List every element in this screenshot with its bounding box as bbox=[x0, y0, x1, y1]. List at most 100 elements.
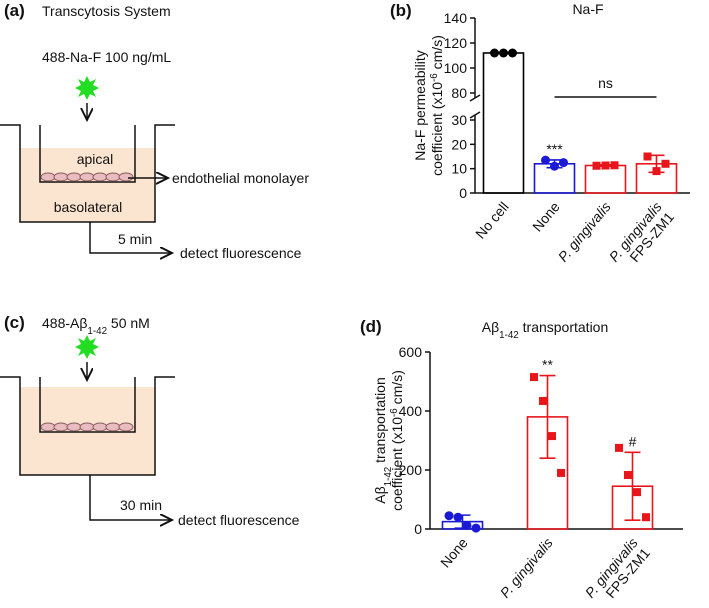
y-tick-label: 400 bbox=[399, 403, 423, 419]
data-point bbox=[462, 520, 472, 530]
data-point bbox=[642, 513, 650, 522]
data-point bbox=[601, 161, 610, 170]
data-point bbox=[541, 155, 550, 165]
y-tick-label: 0 bbox=[459, 185, 467, 201]
text-part: Na-F bbox=[572, 1, 603, 17]
y-tick-label: 200 bbox=[399, 462, 423, 478]
data-point bbox=[490, 48, 499, 58]
monolayer-label: endothelial monolayer bbox=[172, 170, 309, 186]
axis-break bbox=[469, 111, 481, 119]
text-part: 1-42 bbox=[499, 330, 519, 341]
arrow bbox=[89, 222, 172, 253]
y-tick-label: 0 bbox=[414, 521, 422, 537]
y-tick-label: 30 bbox=[451, 112, 467, 128]
x-tick-label: None bbox=[529, 198, 563, 234]
text-part: Aβ bbox=[372, 486, 388, 503]
time-label: 30 min bbox=[120, 497, 162, 513]
significance: *** bbox=[546, 141, 563, 157]
detect-label: detect fluorescence bbox=[180, 245, 302, 261]
x-tick-label: None bbox=[437, 534, 471, 570]
x-tick-label: P. gingivalisFPS-ZM1 bbox=[582, 534, 654, 608]
fluorophore bbox=[75, 76, 99, 100]
y-tick-label: 600 bbox=[399, 344, 423, 360]
y-tick-label: 120 bbox=[444, 35, 468, 51]
text-part: coefficient (x10 bbox=[429, 82, 445, 176]
text-part: 50 nM bbox=[107, 315, 150, 331]
x-tick-label: No cell bbox=[472, 199, 512, 242]
bar bbox=[482, 52, 525, 194]
time-label: 5 min bbox=[118, 231, 152, 247]
category-line: None bbox=[437, 534, 471, 570]
error-bar bbox=[539, 374, 556, 459]
y-axis-label: Na-F permeability bbox=[412, 50, 428, 160]
data-point bbox=[550, 161, 559, 171]
well bbox=[0, 376, 175, 476]
text-part: 488-Na-F 100 ng/mL bbox=[42, 49, 171, 65]
diagram-a: (a) Transcytosis System 488-Na-F 100 ng/… bbox=[0, 1, 309, 261]
text-part: Aβ bbox=[482, 319, 499, 335]
diagram-title: Transcytosis System bbox=[42, 3, 171, 19]
data-point bbox=[633, 488, 641, 497]
data-point bbox=[530, 373, 538, 382]
data-point bbox=[661, 159, 670, 168]
text-part: -6 bbox=[389, 408, 400, 417]
data-point bbox=[610, 161, 619, 170]
data-point bbox=[557, 468, 565, 477]
y-tick-label: 80 bbox=[451, 85, 467, 101]
data-point bbox=[624, 471, 632, 480]
arrow bbox=[89, 475, 172, 520]
data-point bbox=[592, 161, 601, 170]
panel-label: (d) bbox=[360, 317, 382, 336]
reagent: 488-Aβ1-42 50 nM bbox=[42, 315, 150, 337]
reagent: 488-Na-F 100 ng/mL bbox=[42, 49, 171, 65]
medium bbox=[20, 148, 155, 222]
apical-label: apical bbox=[77, 151, 114, 167]
basolateral-label: basolateral bbox=[54, 199, 123, 215]
data-point bbox=[499, 48, 508, 58]
x-tick-label: P. gingivalisFPS-ZM1 bbox=[606, 198, 678, 275]
panel-label: (a) bbox=[4, 1, 25, 20]
text-part: -6 bbox=[429, 73, 440, 82]
significance: ** bbox=[542, 357, 553, 373]
diagram-c: (c) 488-Aβ1-42 50 nM 30 min detect fluor… bbox=[0, 313, 300, 528]
data-point bbox=[444, 511, 454, 521]
y-tick-label: 20 bbox=[451, 136, 467, 152]
y-tick-label: 140 bbox=[444, 10, 468, 26]
error-bar bbox=[624, 451, 641, 521]
data-point bbox=[615, 443, 623, 452]
axis-break bbox=[469, 94, 481, 102]
chart-title: Aβ1-42 transportation bbox=[482, 319, 609, 341]
data-point bbox=[539, 396, 547, 405]
y-tick-label: 10 bbox=[451, 161, 467, 177]
y-axis-label: coefficient (x10-6 cm/s) bbox=[389, 370, 406, 511]
text-part: transportation bbox=[519, 319, 609, 335]
cells bbox=[40, 422, 134, 432]
text-part: cm/s) bbox=[389, 370, 405, 408]
chart-title: Na-F bbox=[572, 1, 603, 17]
cells bbox=[40, 172, 134, 182]
text-part: transportation bbox=[372, 377, 388, 467]
panel-label: (b) bbox=[390, 1, 412, 20]
panel-label: (c) bbox=[4, 313, 25, 332]
well bbox=[0, 124, 175, 223]
y-axis-label: coefficient (x10-6 cm/s) bbox=[429, 35, 446, 176]
text-part: 488-Aβ bbox=[42, 315, 87, 331]
text-part: 1-42 bbox=[87, 326, 107, 337]
y-tick-label: 100 bbox=[444, 60, 468, 76]
detect-label: detect fluorescence bbox=[178, 512, 300, 528]
fluorophore bbox=[75, 335, 99, 359]
insert bbox=[39, 125, 136, 183]
text-part: 1-42 bbox=[383, 467, 394, 487]
data-point bbox=[508, 48, 517, 58]
data-point bbox=[471, 523, 481, 533]
category-line: No cell bbox=[472, 199, 512, 242]
text-part: Na-F permeability bbox=[412, 50, 428, 160]
bar bbox=[584, 164, 627, 194]
significance: # bbox=[629, 433, 637, 449]
data-point bbox=[559, 158, 568, 168]
bracket-label: ns bbox=[598, 75, 613, 91]
data-point bbox=[548, 432, 556, 441]
category-line: None bbox=[529, 198, 563, 234]
data-point bbox=[652, 167, 661, 176]
